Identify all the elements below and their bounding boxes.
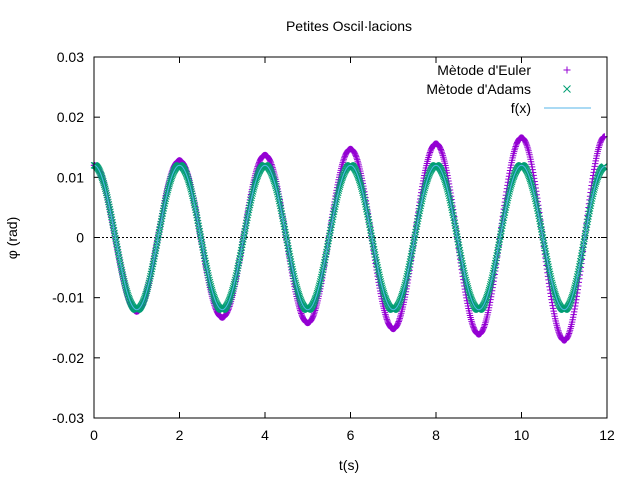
euler-point xyxy=(463,294,470,302)
legend: Mètode d'Euler Mètode d'Adams f(x) xyxy=(426,62,591,116)
legend-label: Mètode d'Euler xyxy=(437,62,531,78)
euler-point xyxy=(439,150,446,157)
euler-point xyxy=(590,166,598,173)
fx-line xyxy=(93,164,605,311)
euler-point xyxy=(590,169,597,176)
euler-point xyxy=(480,325,487,332)
euler-point xyxy=(298,310,305,317)
euler-point xyxy=(571,302,579,310)
euler-point xyxy=(438,149,446,156)
euler-point xyxy=(341,154,348,162)
euler-point xyxy=(352,152,359,159)
x-tick-label: 4 xyxy=(261,427,269,443)
y-tick-label: 0.03 xyxy=(57,49,84,65)
legend-label: Mètode d'Adams xyxy=(426,81,531,97)
plot-frame xyxy=(93,56,608,419)
x-axis-label: t(s) xyxy=(339,457,359,473)
euler-point xyxy=(437,146,444,153)
euler-point xyxy=(487,296,494,303)
euler-point xyxy=(565,330,573,337)
x-tick-label: 10 xyxy=(514,427,530,443)
euler-point xyxy=(383,314,390,322)
euler-point xyxy=(353,156,361,163)
euler-point xyxy=(571,305,578,313)
euler-point xyxy=(573,296,580,303)
euler-point xyxy=(596,140,604,148)
x-tick-label: 0 xyxy=(90,427,98,443)
euler-point xyxy=(396,315,403,322)
euler-point xyxy=(522,139,530,147)
euler-point xyxy=(596,142,603,149)
legend-adams-marker xyxy=(563,85,571,93)
x-tick-label: 2 xyxy=(176,427,184,443)
y-tick-label: -0.01 xyxy=(52,290,84,306)
euler-point xyxy=(383,316,391,323)
euler-point xyxy=(505,175,512,183)
x-tick-label: 8 xyxy=(432,427,440,443)
euler-point xyxy=(523,142,531,149)
euler-point xyxy=(565,331,572,339)
euler-point xyxy=(570,308,578,316)
euler-point xyxy=(512,143,519,150)
y-tick-label: -0.02 xyxy=(52,350,84,366)
euler-point xyxy=(396,316,403,324)
euler-point xyxy=(480,324,488,331)
euler-point xyxy=(555,329,562,336)
euler-point xyxy=(550,307,557,315)
euler-point xyxy=(511,144,519,152)
euler-point xyxy=(591,163,598,170)
euler-point xyxy=(426,150,433,158)
euler-point xyxy=(395,318,402,325)
euler-point xyxy=(528,163,536,171)
chart-title: Petites Oscil·lacions xyxy=(286,18,412,34)
euler-point xyxy=(309,313,317,320)
legend-euler-marker xyxy=(563,66,571,74)
euler-point xyxy=(311,308,318,316)
euler-point xyxy=(469,323,477,330)
euler-point xyxy=(468,319,476,327)
euler-point xyxy=(340,157,347,165)
euler-point xyxy=(549,305,557,312)
x-tick-label: 12 xyxy=(599,427,615,443)
series-cross xyxy=(90,161,608,314)
euler-point xyxy=(426,149,434,156)
euler-point xyxy=(523,141,530,148)
y-tick-label: -0.03 xyxy=(52,410,84,426)
euler-point xyxy=(297,308,304,316)
euler-point xyxy=(353,154,360,162)
euler-point xyxy=(438,147,445,154)
euler-point xyxy=(395,319,402,327)
y-tick-label: 0.02 xyxy=(57,109,84,125)
x-tick-label: 6 xyxy=(347,427,355,443)
euler-point xyxy=(555,327,562,334)
euler-point xyxy=(528,161,535,168)
euler-point xyxy=(520,135,528,143)
y-axis-label: φ (rad) xyxy=(4,217,20,260)
y-tick-label: 0.01 xyxy=(57,169,84,185)
euler-point xyxy=(481,322,488,330)
euler-point xyxy=(469,321,476,328)
euler-point xyxy=(589,172,597,179)
euler-point xyxy=(524,144,531,151)
y-tick-label: 0 xyxy=(76,230,84,246)
euler-point xyxy=(352,153,360,160)
euler-point xyxy=(570,311,577,318)
legend-label: f(x) xyxy=(511,100,531,116)
euler-point xyxy=(592,160,599,167)
euler-point xyxy=(599,134,607,141)
euler-point xyxy=(481,321,489,328)
euler-point xyxy=(310,310,318,317)
euler-point xyxy=(340,156,348,163)
euler-point xyxy=(549,302,556,309)
euler-point xyxy=(310,311,317,319)
